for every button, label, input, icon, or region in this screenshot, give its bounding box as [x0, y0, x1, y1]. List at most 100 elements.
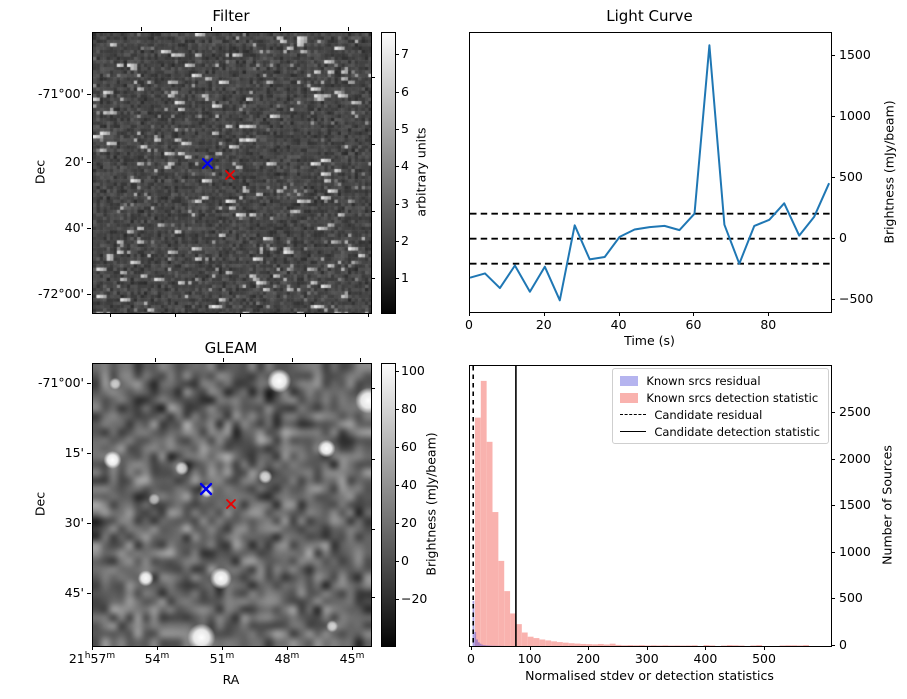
light-curve-title: Light Curve	[606, 7, 693, 25]
tick-mark	[469, 312, 470, 316]
reference-x-marker	[225, 169, 236, 180]
y-tick-label: 30'	[64, 514, 84, 530]
light-curve-svg	[469, 44, 831, 302]
tick-mark	[239, 313, 241, 317]
colorbar-tick-label: 5	[401, 121, 409, 137]
legend-swatch-known-srcs-residual	[620, 375, 639, 386]
histogram-bar	[726, 645, 733, 646]
tick-mark	[768, 312, 770, 316]
tick-mark	[156, 646, 158, 650]
x-tick-label: 60	[685, 317, 702, 332]
tick-mark	[371, 529, 375, 531]
superscript: m	[355, 650, 365, 661]
tick-mark	[831, 298, 835, 300]
y-tick-label: -72°00'	[37, 286, 84, 302]
filter-colorbar-label: arbitrary units	[413, 127, 429, 217]
histogram-bar	[477, 642, 480, 646]
x-tick-label: 500	[752, 651, 776, 666]
tick-mark	[87, 593, 91, 595]
tick-mark	[352, 646, 353, 650]
colorbar-tick-label: 3	[401, 195, 409, 211]
light-curve-xlabel: Time (s)	[624, 333, 675, 348]
light-curve-panel	[469, 32, 832, 313]
histogram-bar	[674, 645, 681, 646]
tick-mark	[155, 358, 157, 362]
histogram-bar	[545, 640, 552, 646]
histogram-bar	[521, 632, 528, 646]
histogram-bar	[656, 645, 663, 646]
y-tick-label: 500	[839, 168, 863, 184]
tick-mark	[396, 54, 399, 56]
histogram-bar	[480, 380, 487, 646]
legend-swatch-candidate-residual	[620, 414, 647, 415]
gleam-colorbar	[381, 363, 396, 647]
gleam-xlabel: RA	[222, 672, 240, 687]
histogram-ylabel: Number of Sources	[879, 445, 895, 565]
x-tick-label: 400	[693, 651, 718, 666]
tick-mark	[175, 313, 177, 317]
histogram-bar	[779, 645, 786, 646]
tick-mark	[543, 312, 545, 316]
x-tick-label: 40	[610, 317, 627, 332]
x-tick-label: 0	[467, 651, 475, 666]
colorbar-tick-label: 40	[401, 476, 417, 492]
y-tick-label: 2000	[839, 450, 871, 466]
filter-title: Filter	[212, 7, 250, 25]
histogram-bar	[709, 645, 716, 646]
x-tick-label: 80	[760, 317, 777, 332]
tick-mark	[396, 278, 399, 280]
tick-mark	[87, 93, 91, 95]
histogram-bar	[627, 645, 634, 646]
y-tick-label: 15'	[64, 444, 84, 460]
tick-mark	[646, 646, 648, 650]
light-curve-line	[469, 44, 831, 302]
colorbar-tick-label: 80	[401, 400, 417, 416]
tick-mark	[396, 203, 399, 205]
tick-mark	[396, 91, 399, 93]
y-tick-label: 1000	[839, 107, 871, 123]
y-tick-label: 45'	[64, 585, 84, 601]
histogram-bar	[486, 441, 493, 646]
tick-mark	[291, 358, 293, 362]
histogram-bar	[703, 645, 710, 646]
tick-mark	[396, 241, 399, 243]
histogram-bar	[685, 645, 692, 646]
tick-mark	[529, 646, 531, 650]
histogram-bar	[479, 643, 482, 646]
tick-mark	[371, 144, 375, 145]
tick-mark	[396, 129, 399, 131]
histogram-bar	[803, 645, 809, 646]
legend: Known srcs residual Known srcs detection…	[612, 368, 829, 444]
histogram-bar	[662, 645, 669, 646]
tick-mark	[396, 561, 399, 563]
tick-mark	[705, 646, 707, 650]
x-tick-label: 54m	[144, 650, 170, 666]
tick-mark	[87, 228, 91, 229]
y-tick-label: −500	[839, 290, 874, 306]
tick-mark	[371, 597, 375, 599]
y-tick-label: 1500	[839, 46, 871, 62]
tick-mark	[140, 27, 142, 31]
y-tick-label: -71°00'	[37, 375, 84, 391]
legend-label: Known srcs detection statistic	[646, 390, 819, 405]
tick-mark	[831, 237, 835, 239]
tick-mark	[831, 645, 835, 646]
histogram-bar	[756, 645, 763, 646]
histogram-bar	[504, 591, 511, 646]
superscript: h	[84, 650, 91, 661]
tick-mark	[87, 161, 91, 163]
reference-x-marker	[226, 499, 236, 509]
histogram-bar	[732, 645, 739, 646]
tick-mark	[396, 484, 399, 486]
histogram-bar	[644, 645, 651, 646]
histogram-bar	[492, 512, 499, 646]
legend-entry-known-srcs-detection: Known srcs detection statistic	[620, 390, 820, 405]
histogram-bar	[791, 645, 798, 646]
tick-mark	[359, 358, 361, 362]
histogram-bar	[639, 645, 645, 646]
tick-mark	[279, 27, 281, 31]
tick-mark	[304, 313, 306, 317]
histogram-bar	[527, 636, 534, 646]
tick-mark	[831, 176, 835, 178]
legend-label: Known srcs residual	[646, 373, 761, 388]
